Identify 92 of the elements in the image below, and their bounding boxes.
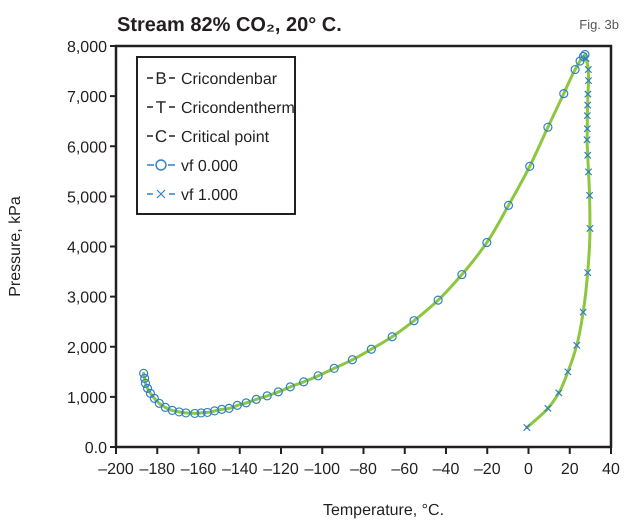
y-tick-label: 8,000 — [66, 39, 108, 56]
point — [142, 384, 152, 393]
point — [196, 408, 206, 418]
x-tick-label: 40 — [602, 461, 620, 478]
point — [584, 101, 592, 109]
point — [584, 268, 592, 276]
point — [154, 398, 164, 408]
point — [544, 404, 552, 412]
annotation: T — [156, 98, 166, 117]
point — [584, 168, 592, 176]
x-axis-title: Temperature, °C. — [322, 502, 444, 519]
legend-label: Critical point — [181, 129, 270, 146]
annotation: C — [154, 127, 168, 146]
point — [139, 368, 148, 378]
y-tick-label: 3,000 — [66, 290, 108, 307]
point — [582, 54, 590, 62]
point — [434, 296, 443, 305]
point — [140, 378, 150, 388]
point — [575, 56, 585, 66]
y-axis-title: Pressure, kPa — [7, 196, 24, 297]
point — [232, 400, 242, 410]
point — [564, 368, 572, 376]
y-tick-label: 4,000 — [66, 240, 108, 256]
point — [586, 192, 594, 200]
legend-label: vf 0.000 — [181, 158, 238, 175]
point — [586, 224, 594, 232]
point — [242, 398, 251, 408]
point — [570, 64, 580, 74]
point — [572, 341, 581, 350]
legend-label: vf 1.000 — [181, 187, 238, 204]
point — [299, 377, 308, 386]
point — [202, 408, 212, 418]
point — [409, 316, 419, 326]
point — [168, 406, 177, 416]
y-tick-label: 0.0 — [84, 440, 108, 457]
point — [286, 382, 295, 392]
x-tick-label: –100 — [304, 461, 340, 478]
x-tick-label: –120 — [263, 461, 299, 478]
point — [348, 355, 357, 364]
caption: Fig. 3b — [579, 17, 619, 32]
point — [559, 89, 568, 98]
point — [584, 151, 592, 160]
point — [523, 424, 531, 432]
point — [150, 394, 159, 403]
point — [330, 364, 339, 373]
point — [543, 122, 552, 132]
x-tick-label: –200 — [98, 461, 134, 478]
x-tick-label: –80 — [350, 461, 377, 478]
x-tick-label: –40 — [432, 461, 460, 478]
point — [457, 270, 466, 280]
point — [181, 408, 191, 418]
point — [482, 238, 492, 248]
point — [579, 308, 587, 316]
x-tick-label: –140 — [222, 461, 258, 478]
x-tick-label: 0 — [524, 461, 534, 478]
point — [160, 402, 170, 412]
point — [174, 407, 184, 417]
x-tick-label: –20 — [474, 461, 501, 478]
point — [252, 394, 261, 404]
point — [140, 374, 150, 383]
point — [584, 90, 592, 98]
x-tick-label: –60 — [391, 461, 418, 478]
x-tick-label: –180 — [139, 461, 176, 478]
point — [146, 388, 156, 398]
point — [504, 200, 514, 210]
y-tick-label: 1,000 — [66, 390, 108, 407]
y-tick-label: 2,000 — [66, 340, 108, 357]
legend-label: Cricondenbar — [181, 71, 278, 88]
chart-title: Stream 82% CO₂, 20° C. — [117, 14, 342, 36]
annotation: B — [155, 69, 167, 88]
point — [366, 344, 376, 354]
point — [314, 371, 323, 380]
point — [583, 124, 592, 133]
point — [210, 406, 220, 416]
x-tick-label: –160 — [180, 461, 216, 478]
point — [224, 404, 234, 414]
point — [584, 66, 592, 74]
y-tick-label: 5,000 — [66, 189, 108, 206]
point — [262, 391, 272, 400]
point — [584, 76, 592, 84]
y-tick-label: 7,000 — [66, 89, 108, 106]
y-tick-label: 6,000 — [66, 139, 108, 156]
point — [190, 408, 200, 418]
point — [274, 387, 283, 396]
x-tick-label: 20 — [560, 461, 579, 478]
point — [583, 112, 592, 120]
point — [217, 404, 226, 414]
point — [525, 162, 534, 171]
point — [388, 332, 397, 342]
point — [583, 136, 591, 144]
point — [555, 389, 563, 397]
legend-label: Cricondentherm — [181, 100, 295, 117]
